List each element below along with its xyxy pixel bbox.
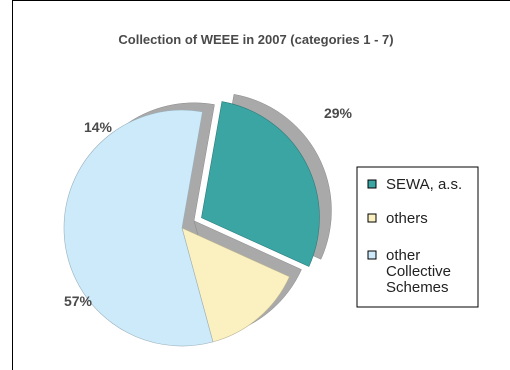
slice-label-others: 14% [84, 119, 113, 135]
legend-swatch-others [367, 213, 377, 223]
legend-box [356, 166, 479, 308]
legend-label-other-collective-schemes: other Collective Schemes [386, 247, 451, 296]
legend-swatch-other-collective-schemes [367, 250, 377, 260]
legend-label-others: others [386, 210, 428, 227]
legend-swatch-sewa-a-s [367, 179, 377, 189]
legend: SEWA, a.s. others other Collective Schemes [367, 176, 462, 296]
pie-slice-other-collective-schemes [63, 109, 214, 347]
pie-slice-sewa-a-s [201, 101, 320, 267]
pie-slice-others [181, 227, 290, 343]
slice-labels: 29% 14% 57% [64, 105, 353, 309]
legend-label-sewa-a-s: SEWA, a.s. [386, 176, 462, 193]
slice-label-sewa-a-s: 29% [324, 105, 353, 121]
pie-group [63, 94, 332, 347]
slice-label-other-collective-schemes: 57% [64, 293, 93, 309]
chart-title: Collection of WEEE in 2007 (categories 1… [118, 32, 393, 47]
